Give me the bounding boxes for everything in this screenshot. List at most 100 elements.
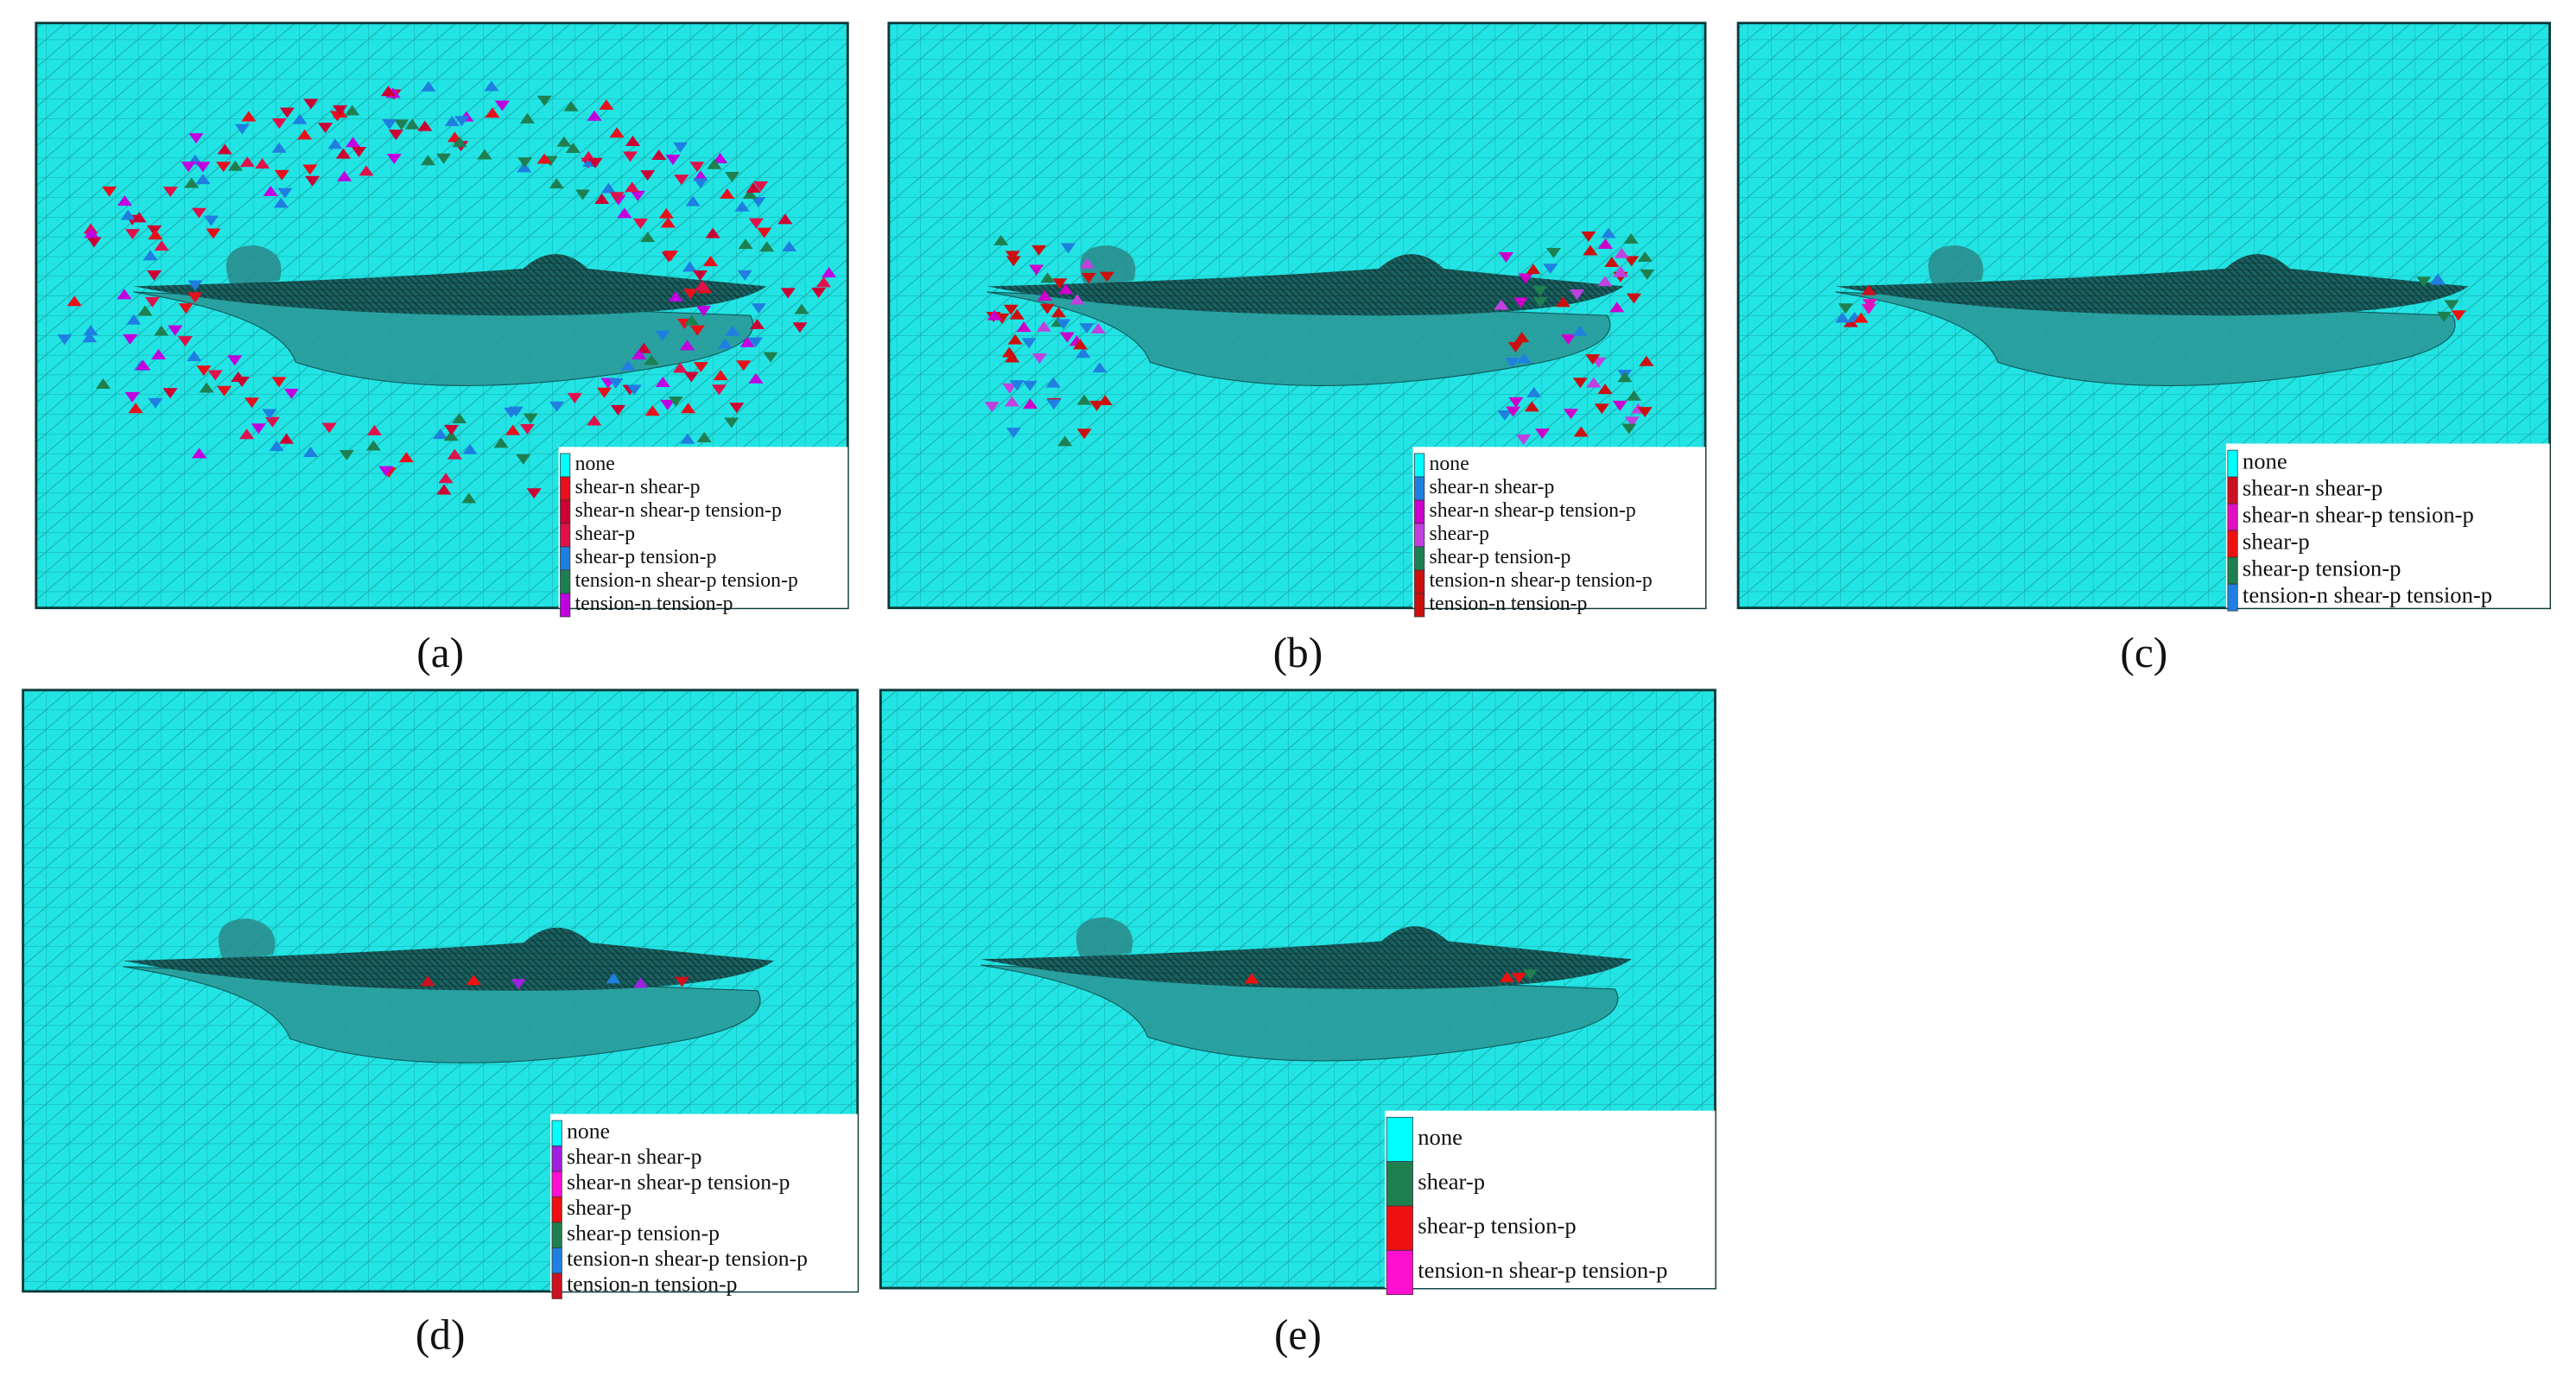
plastic-mark <box>692 270 708 282</box>
plastic-mark <box>131 212 147 223</box>
legend-label: shear-n shear-p tension-p <box>567 1170 790 1195</box>
plastic-mark <box>725 172 740 182</box>
plastic-mark <box>188 133 204 144</box>
plastic-mark <box>398 452 414 463</box>
legend-swatch <box>1414 499 1425 524</box>
plastic-mark <box>1573 426 1589 437</box>
plastic-mark <box>681 403 696 414</box>
plastic-mark <box>1597 384 1613 395</box>
plastic-mark <box>1006 256 1021 267</box>
plastic-mark <box>640 232 656 243</box>
plastic-mark <box>303 447 319 458</box>
plastic-mark <box>1560 334 1577 346</box>
plastic-mark <box>86 237 102 248</box>
plastic-mark <box>269 441 284 452</box>
plastic-mark <box>1022 380 1037 391</box>
plastic-mark <box>187 351 202 362</box>
legend-label: shear-p tension-p <box>2243 555 2401 581</box>
plastic-mark <box>168 325 183 336</box>
plastic-mark <box>609 127 625 138</box>
plastic-mark <box>1626 390 1641 401</box>
lower-lobe <box>987 291 1611 387</box>
dark-body <box>1835 254 2469 316</box>
legend-swatch <box>1414 476 1425 501</box>
legend-swatch <box>1386 1116 1413 1162</box>
plastic-mark <box>702 256 719 267</box>
plastic-mark <box>162 388 178 399</box>
plastic-mark <box>815 276 832 288</box>
plastic-mark <box>234 124 250 135</box>
plastic-mark <box>693 170 708 181</box>
plastic-mark <box>1069 294 1085 305</box>
plastic-mark <box>680 433 695 444</box>
plastic-mark <box>438 473 454 484</box>
lower-lobe <box>123 966 761 1063</box>
panel-label: (c) <box>2120 629 2167 676</box>
legend-swatch <box>2227 476 2238 505</box>
plastic-mark <box>1052 278 1068 289</box>
plastic-mark <box>262 409 277 420</box>
legend-swatch <box>1386 1205 1413 1251</box>
legend-swatch <box>551 1120 562 1146</box>
plastic-mark <box>1597 276 1613 287</box>
legend-label: shear-p <box>1418 1168 1485 1194</box>
left-hump <box>1928 244 1983 287</box>
plastic-mark <box>631 349 647 359</box>
plastic-mark <box>759 241 775 252</box>
plastic-mark <box>567 392 582 403</box>
legend-swatch <box>551 1146 562 1172</box>
plastic-mark <box>148 229 163 240</box>
plastic-mark <box>984 402 999 413</box>
plastic-mark <box>711 384 727 396</box>
plastic-mark <box>630 190 645 201</box>
plastic-mark <box>1861 284 1876 295</box>
lower-lobe <box>980 964 1619 1062</box>
plastic-mark <box>1563 409 1579 420</box>
plastic-mark <box>388 130 403 141</box>
plastic-mark <box>83 325 98 336</box>
plastic-mark <box>1046 399 1062 410</box>
plastic-mark <box>466 974 481 986</box>
plastic-mark <box>394 119 409 130</box>
plastic-mark <box>792 322 808 333</box>
plastic-mark <box>1617 371 1633 383</box>
plastic-mark <box>444 116 460 127</box>
plastic-mark <box>1526 263 1541 275</box>
plastic-mark <box>523 413 538 424</box>
plastic-mark <box>417 120 433 131</box>
plastic-mark <box>516 454 531 465</box>
legend-swatch <box>560 546 571 571</box>
plastic-mark <box>693 178 708 189</box>
plastic-mark <box>137 305 153 316</box>
plastic-mark <box>380 86 397 97</box>
legend-box <box>1385 1110 1716 1289</box>
plastic-mark <box>82 332 98 343</box>
legend-label: shear-p <box>567 1195 631 1220</box>
plastic-mark <box>1056 319 1071 330</box>
plastic-mark <box>1005 352 1020 363</box>
plastic-mark <box>1004 396 1019 407</box>
plastic-mark <box>1045 377 1061 388</box>
plastic-mark <box>1244 973 1259 984</box>
plastic-mark <box>234 377 250 387</box>
plastic-mark <box>763 352 778 363</box>
plastic-mark <box>420 975 435 987</box>
plastic-mark <box>148 397 163 409</box>
legend-swatch <box>560 499 571 524</box>
plastic-mark <box>1050 307 1066 318</box>
plastic-mark <box>263 186 278 197</box>
plastic-mark <box>993 234 1009 245</box>
plastic-mark <box>292 113 308 124</box>
plastic-mark <box>729 403 745 414</box>
plastic-mark <box>1597 238 1613 249</box>
plastic-mark <box>511 979 526 990</box>
plastic-mark <box>746 182 761 194</box>
plastic-mark <box>136 359 151 371</box>
plastic-mark <box>1029 264 1044 276</box>
plastic-mark <box>1623 233 1639 244</box>
plastic-mark <box>1021 338 1037 349</box>
plastic-mark <box>1612 400 1627 411</box>
plastic-mark <box>672 362 688 373</box>
plastic-mark <box>600 182 616 194</box>
